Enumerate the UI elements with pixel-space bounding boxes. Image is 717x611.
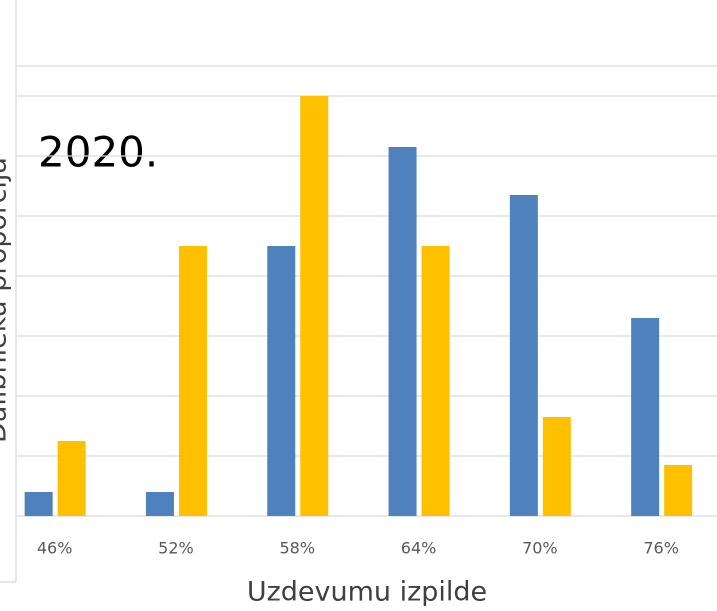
bar [664, 465, 693, 516]
x-tick-label: 64% [401, 539, 437, 558]
bar [631, 318, 660, 516]
x-tick-label: 46% [37, 539, 73, 558]
bar [24, 492, 53, 516]
bar [178, 246, 207, 516]
bar [145, 492, 174, 516]
x-tick-label: 76% [643, 539, 679, 558]
bar [388, 147, 417, 516]
x-axis-title: Uzdevumu izpilde [247, 577, 487, 608]
bar [57, 441, 86, 516]
x-tick-label: 52% [158, 539, 194, 558]
bar [542, 417, 571, 516]
bar [509, 195, 538, 516]
x-tick-label: 58% [279, 539, 315, 558]
bar [300, 96, 329, 516]
bar [267, 246, 296, 516]
bar [421, 246, 450, 516]
x-tick-label: 70% [522, 539, 558, 558]
y-axis-title: Dalībnieku proporcija [0, 157, 13, 443]
annotation: 2020. [38, 128, 158, 177]
